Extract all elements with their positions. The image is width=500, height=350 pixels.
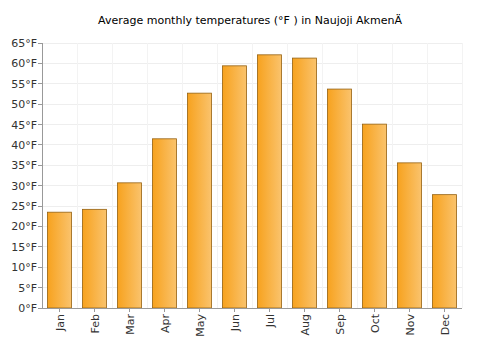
x-tick	[409, 308, 410, 312]
grid-line-vertical	[357, 43, 358, 308]
chart-svg: Average monthly temperatures (°F ) in Na…	[0, 0, 500, 350]
x-tick-label: Nov	[404, 314, 417, 336]
y-tick	[38, 226, 42, 227]
x-tick	[59, 308, 60, 312]
x-tick-label: Oct	[369, 313, 382, 333]
y-tick-label: 40°F	[11, 139, 37, 152]
bar	[292, 58, 316, 308]
y-tick-label: 30°F	[11, 180, 37, 193]
x-tick-label: Mar	[124, 314, 137, 335]
x-tick	[164, 308, 165, 312]
bar	[82, 209, 106, 308]
y-tick-label: 10°F	[11, 261, 37, 274]
y-tick	[38, 287, 42, 288]
y-tick	[38, 144, 42, 145]
x-tick-label: Jul	[264, 314, 277, 328]
bar	[117, 183, 141, 308]
y-tick	[38, 43, 42, 44]
y-tick-label: 25°F	[11, 200, 37, 213]
x-tick	[129, 308, 130, 312]
grid-line-vertical	[147, 43, 148, 308]
y-tick-label: 50°F	[11, 98, 37, 111]
x-tick-label: Sep	[334, 314, 347, 335]
x-tick	[94, 308, 95, 312]
y-tick-label: 55°F	[11, 78, 37, 91]
bar	[152, 139, 176, 308]
x-tick	[304, 308, 305, 312]
bar	[362, 124, 386, 308]
x-axis	[42, 308, 462, 309]
y-tick	[38, 124, 42, 125]
grid-line-vertical	[252, 43, 253, 308]
y-tick	[38, 308, 42, 309]
grid-line-vertical	[322, 43, 323, 308]
x-tick-label: Jun	[229, 314, 242, 332]
y-tick-label: 60°F	[11, 57, 37, 70]
grid-line-vertical	[42, 43, 43, 308]
y-tick-label: 65°F	[11, 37, 37, 50]
y-tick	[38, 206, 42, 207]
y-tick	[38, 165, 42, 166]
x-tick	[199, 308, 200, 312]
y-tick-label: 5°F	[18, 282, 37, 295]
y-tick	[38, 63, 42, 64]
y-tick-label: 35°F	[11, 159, 37, 172]
x-tick-label: May	[194, 314, 207, 337]
y-tick	[38, 83, 42, 84]
x-tick	[339, 308, 340, 312]
grid-line	[42, 308, 462, 309]
grid-line-vertical	[182, 43, 183, 308]
y-tick-label: 15°F	[11, 241, 37, 254]
y-tick	[38, 267, 42, 268]
title: Average monthly temperatures (°F ) in Na…	[98, 14, 402, 27]
chart-container: Average monthly temperatures (°F ) in Na…	[0, 0, 500, 350]
grid-line-vertical	[427, 43, 428, 308]
bar	[397, 163, 421, 308]
x-tick	[444, 308, 445, 312]
x-tick-label: Feb	[89, 314, 102, 333]
y-tick-label: 45°F	[11, 119, 37, 132]
y-tick	[38, 246, 42, 247]
y-tick-label: 0°F	[18, 302, 37, 315]
x-tick-label: Aug	[299, 314, 312, 335]
grid-line-vertical	[77, 43, 78, 308]
x-tick	[269, 308, 270, 312]
x-tick-label: Jan	[54, 314, 67, 332]
grid-line-vertical	[287, 43, 288, 308]
x-tick-label: Dec	[439, 314, 452, 335]
grid-line-vertical	[217, 43, 218, 308]
y-tick	[38, 185, 42, 186]
bar	[327, 89, 351, 308]
grid-line-vertical	[112, 43, 113, 308]
bar	[432, 195, 456, 308]
grid-line-vertical	[462, 43, 463, 308]
y-axis	[42, 43, 43, 308]
x-tick-label: Apr	[159, 314, 172, 334]
y-tick	[38, 104, 42, 105]
grid-line-vertical	[392, 43, 393, 308]
y-tick-label: 20°F	[11, 220, 37, 233]
x-tick	[234, 308, 235, 312]
bar	[257, 55, 281, 308]
bar	[47, 212, 71, 308]
bar	[222, 66, 246, 308]
x-tick	[374, 308, 375, 312]
bar	[187, 93, 211, 308]
bars	[47, 55, 456, 308]
